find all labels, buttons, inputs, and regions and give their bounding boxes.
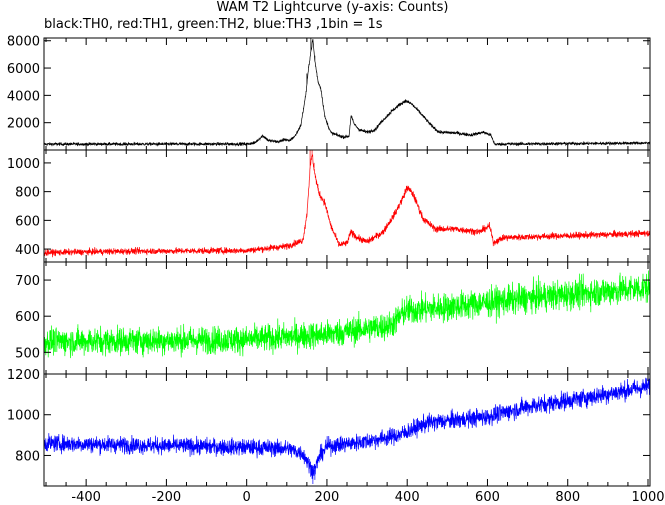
chart-subtitle: black:TH0, red:TH1, green:TH2, blue:TH3 … — [44, 17, 383, 32]
x-tick-label: -200 — [152, 490, 182, 505]
x-tick-label: 800 — [555, 490, 580, 505]
y-tick-label: 600 — [15, 310, 40, 325]
x-tick-label: -400 — [71, 490, 101, 505]
y-tick-label: 1000 — [7, 157, 40, 172]
y-tick-label: 600 — [15, 214, 40, 229]
panel-frame — [43, 261, 651, 375]
y-tick-label: 800 — [15, 449, 40, 464]
x-tick-label: 0 — [243, 490, 251, 505]
series-line-th3 — [44, 377, 650, 484]
y-tick-label: 800 — [15, 186, 40, 201]
panel-th0: 2000 4000 6000 8000 — [7, 35, 651, 151]
y-tick-label: 400 — [15, 243, 40, 258]
x-tick-label: 200 — [315, 490, 340, 505]
y-tick-label: 4000 — [7, 89, 40, 104]
y-tick-label: 700 — [15, 274, 40, 289]
x-tick-label: 400 — [395, 490, 420, 505]
series-line-th2 — [44, 270, 650, 359]
x-tick-label: 600 — [475, 490, 500, 505]
panel-th1: 400 600 800 1000 — [7, 149, 651, 263]
panel-th2: 500 600 700 — [15, 261, 651, 375]
chart-title: WAM T2 Lightcurve (y-axis: Counts) — [216, 0, 449, 15]
y-tick-label: 2000 — [7, 117, 40, 132]
y-tick-label: 8000 — [7, 35, 40, 50]
series-line-th1 — [44, 150, 650, 258]
y-tick-label: 500 — [15, 346, 40, 361]
series-line-th0 — [44, 38, 650, 147]
panel-frame — [43, 373, 651, 487]
y-tick-label: 6000 — [7, 62, 40, 77]
panel-frame — [43, 149, 651, 263]
panel-frame — [43, 37, 651, 151]
y-tick-label: 1000 — [7, 409, 40, 424]
x-tick-label: 1000 — [631, 490, 664, 505]
panel-th3: 800 1000 1200 — [7, 368, 651, 487]
y-tick-label: 1200 — [7, 368, 40, 383]
